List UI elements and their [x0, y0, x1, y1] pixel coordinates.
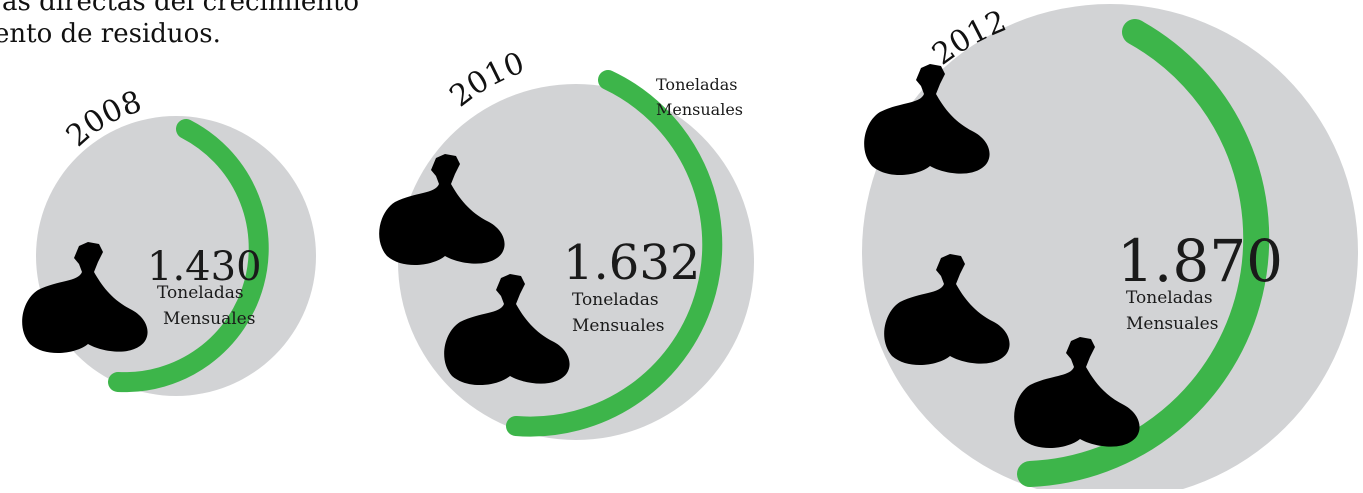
- arc-2012: [1017, 19, 1270, 487]
- year-group-2010: 2010 1.632 Toneladas Mensuales Toneladas…: [379, 46, 754, 440]
- unit-2010-line2: Mensuales: [572, 316, 664, 336]
- arc-2008: [108, 119, 269, 393]
- year-group-2012: 2012 1.870 Toneladas Mensuales: [862, 4, 1358, 493]
- unit-2010-line1: Toneladas: [572, 290, 659, 310]
- value-2008: 1.430: [147, 244, 262, 290]
- arc-2010: [506, 70, 723, 437]
- intro-line-2: ento de residuos.: [0, 19, 221, 49]
- intro-line-1: as directas del crecimiento: [2, 0, 360, 17]
- unit-2010-top-line2: Mensuales: [656, 100, 743, 119]
- unit-2008-line2: Mensuales: [163, 309, 255, 329]
- unit-2012-line2: Mensuales: [1126, 314, 1218, 334]
- value-2012: 1.870: [1117, 227, 1283, 295]
- unit-2012-line1: Toneladas: [1126, 288, 1213, 308]
- unit-2008-line1: Toneladas: [157, 283, 244, 303]
- year-group-2008: 2008 1.430 Toneladas Mensuales: [22, 84, 316, 396]
- value-2010: 1.632: [563, 235, 700, 291]
- unit-2010-top-line1: Toneladas: [656, 75, 737, 94]
